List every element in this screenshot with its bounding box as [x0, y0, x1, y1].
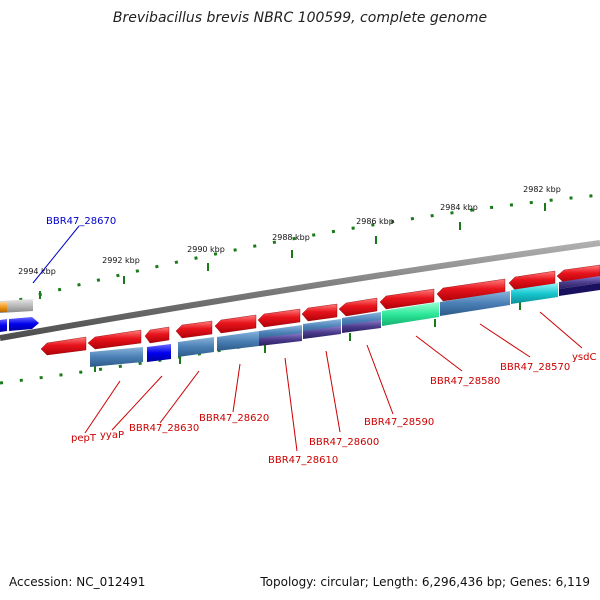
cog-box-navy	[559, 283, 600, 296]
callout-line-blue	[32, 225, 80, 284]
cog-box-steel-3	[217, 331, 259, 351]
cog-box-steel-1	[90, 347, 143, 367]
cog-box-purple-2	[303, 326, 341, 339]
gene-label-pepT: pepT	[71, 433, 97, 444]
gene-arrow-blue-left-a	[0, 319, 7, 332]
gene-label-BBR47_28600: BBR47_28600	[309, 437, 379, 448]
callout-lines	[84, 311, 583, 452]
tick-label-2992: 2992 kbp	[102, 256, 140, 265]
cog-box-cyan	[511, 283, 558, 304]
gene-arrow-blue-left-b	[9, 317, 39, 331]
gene-arrow-grey	[0, 299, 33, 313]
gene-label-BBR47_28610: BBR47_28610	[268, 455, 338, 466]
gene-label-BBR47_28590: BBR47_28590	[364, 417, 434, 428]
genome-title: Brevibacillus brevis NBRC 100599, comple…	[112, 10, 488, 26]
gene-label-BBR47_28670: BBR47_28670	[46, 216, 116, 227]
tick-label-2990: 2990 kbp	[187, 245, 225, 254]
cog-box-steel-2	[178, 337, 214, 357]
tick-label-2984: 2984 kbp	[440, 203, 478, 212]
cog-box-steel-7	[440, 291, 510, 316]
gene-arrow-orange	[0, 302, 7, 312]
cog-box-purple-1	[259, 333, 302, 346]
gene-label-yyaP: yyaP	[100, 430, 124, 441]
gene-label-BBR47_28620: BBR47_28620	[199, 413, 269, 424]
cog-box-purple-4	[559, 276, 600, 289]
gene-label-BBR47_28570: BBR47_28570	[500, 362, 570, 373]
tick-label-2994: 2994 kbp	[18, 267, 56, 276]
cog-box-green	[382, 302, 439, 326]
genome-backbone	[0, 240, 600, 341]
tick-label-2988: 2988 kbp	[272, 233, 310, 242]
major-ticks	[39, 203, 546, 372]
cog-box-blue-1	[147, 344, 171, 362]
red-gene-arrows	[40, 264, 600, 356]
genome-summary-text: Topology: circular; Length: 6,296,436 bp…	[260, 575, 590, 589]
accession-text: Accession: NC_012491	[9, 575, 146, 589]
gene-label-BBR47_28580: BBR47_28580	[430, 376, 500, 387]
gene-label-ysdC: ysdC	[572, 352, 596, 363]
tick-label-2986: 2986 kbp	[356, 217, 394, 226]
cog-box-purple-3	[342, 320, 381, 333]
gene-label-BBR47_28630: BBR47_28630	[129, 423, 199, 434]
tick-label-2982: 2982 kbp	[523, 185, 561, 194]
